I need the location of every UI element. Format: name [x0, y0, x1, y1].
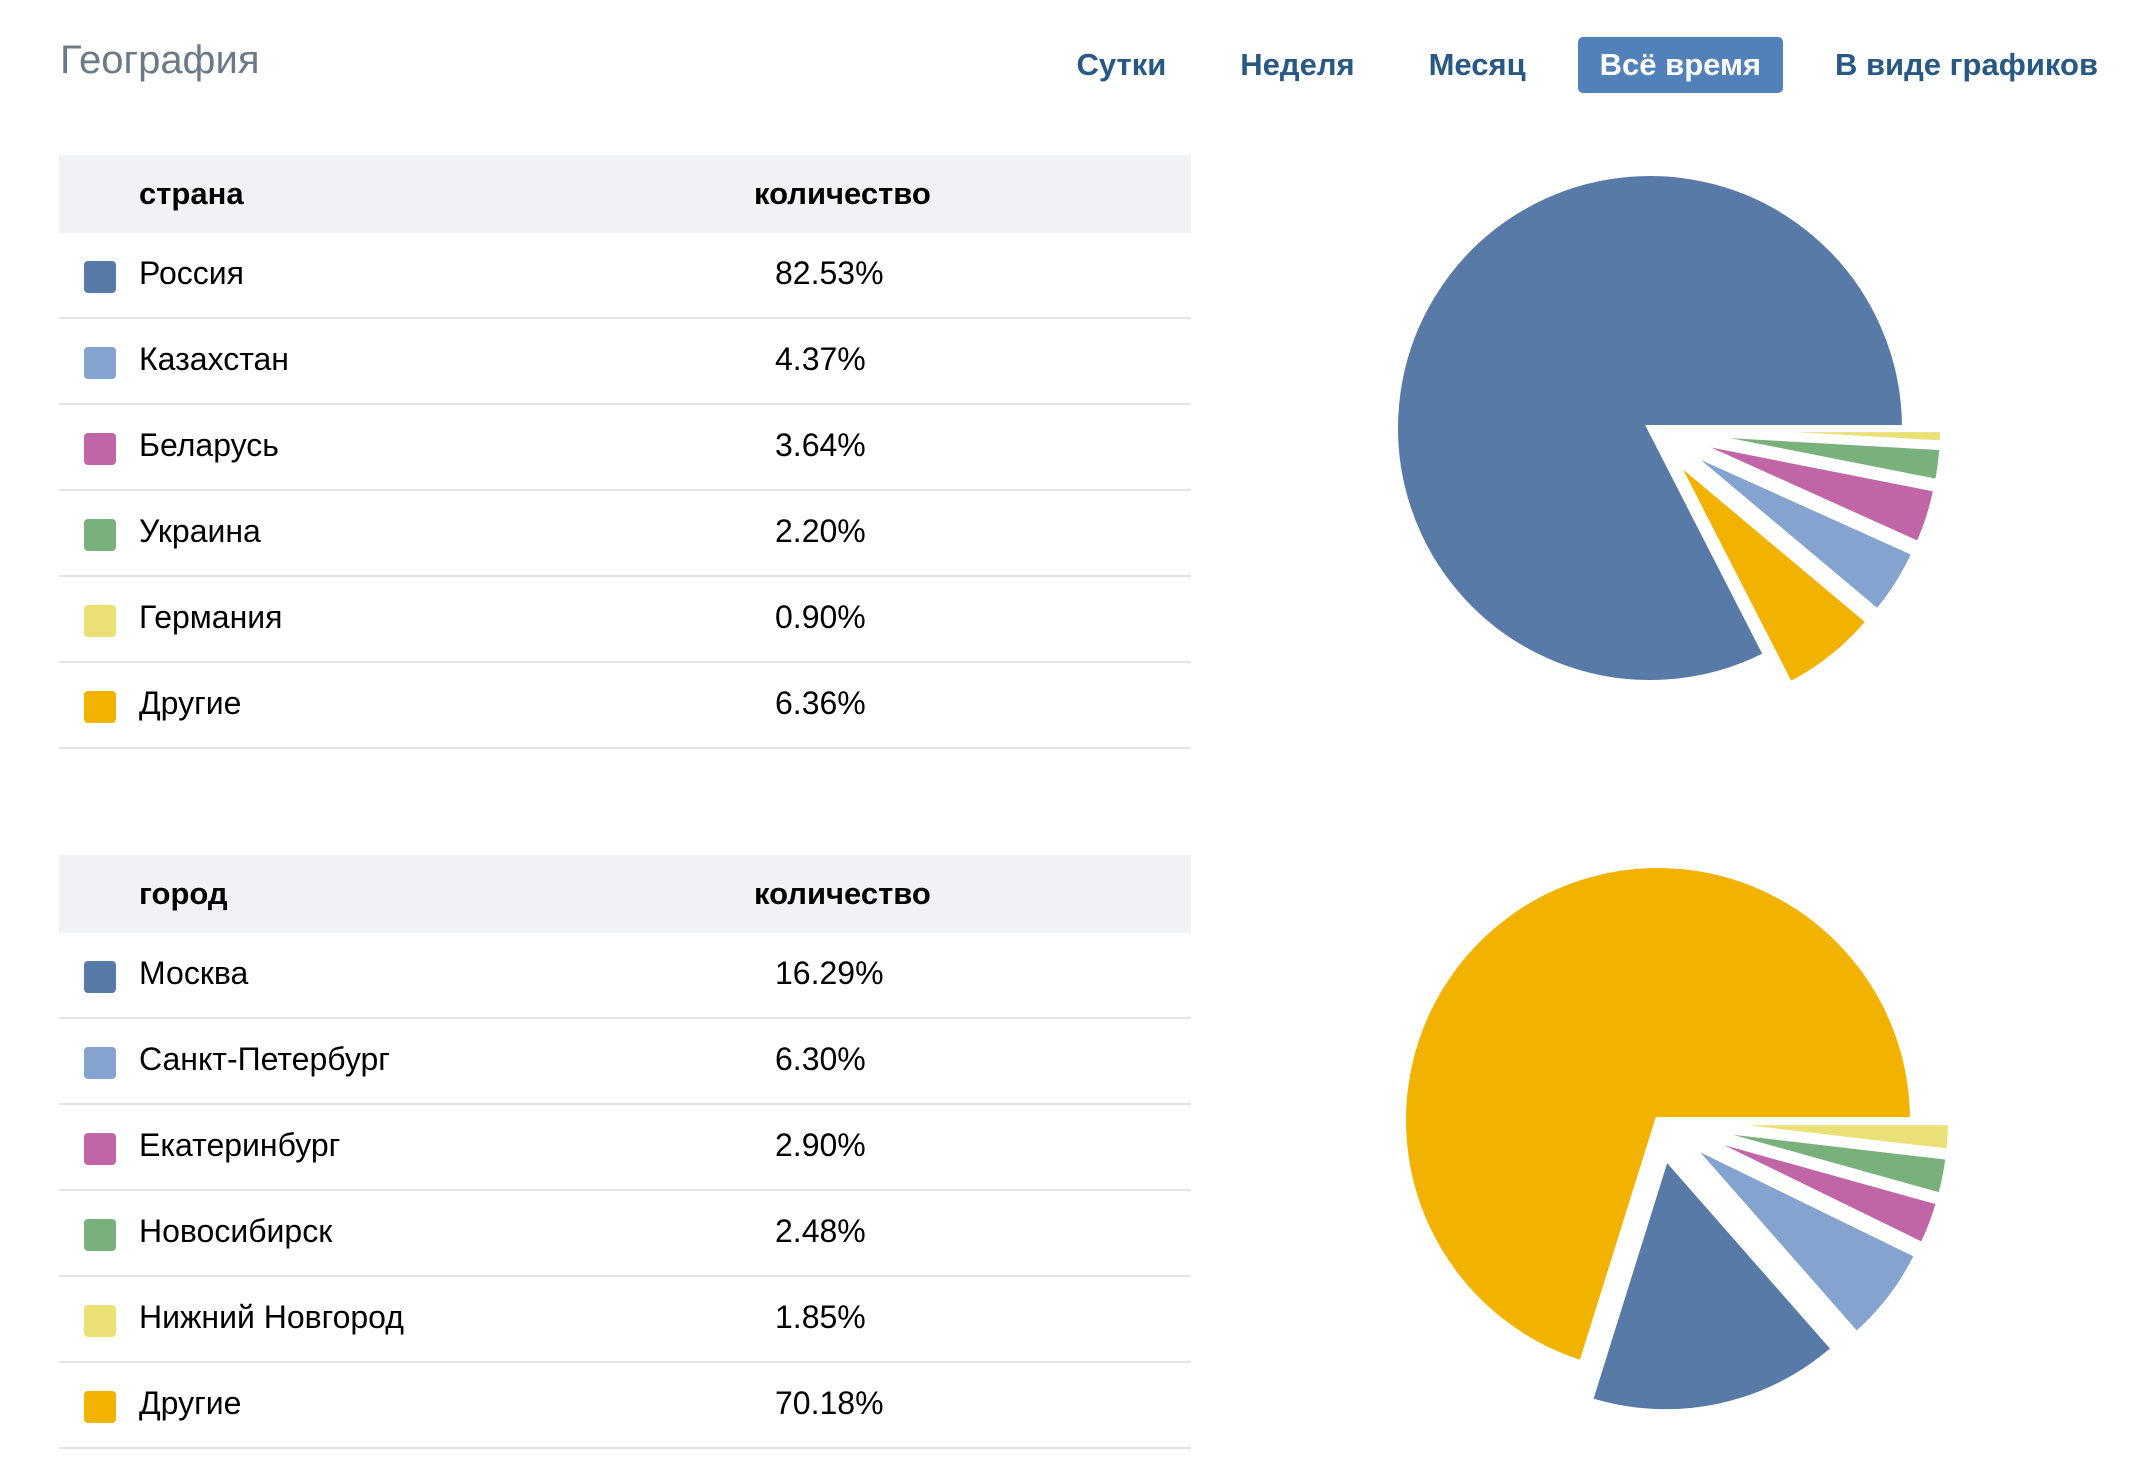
pie-slice[interactable] — [1685, 1140, 1922, 1339]
table-row: Екатеринбург 2.90% — [59, 1105, 1191, 1191]
pie-slice[interactable] — [1400, 862, 1917, 1368]
legend-swatch — [84, 519, 116, 551]
legend-swatch — [84, 1219, 116, 1251]
tab-month[interactable]: Месяц — [1428, 47, 1526, 82]
row-label: Другие — [139, 1385, 242, 1421]
table-header: город количество — [59, 855, 1191, 933]
row-label: Санкт-Петербург — [139, 1041, 390, 1077]
pie-slice[interactable] — [1671, 455, 1874, 689]
pie-slice[interactable] — [1586, 1151, 1839, 1416]
row-value: 2.20% — [775, 513, 866, 549]
table-row: Нижний Новгород 1.85% — [59, 1277, 1191, 1363]
column-header-country: страна — [139, 176, 244, 211]
table-row: Москва 16.29% — [59, 933, 1191, 1019]
row-label: Нижний Новгород — [139, 1299, 404, 1335]
tab-day[interactable]: Сутки — [1076, 47, 1167, 82]
pie-slice[interactable] — [1694, 1124, 1952, 1200]
column-header-city: город — [139, 876, 228, 911]
period-tabs: Сутки Неделя Месяц Всё время В виде граф… — [1025, 37, 2120, 93]
legend-swatch — [84, 1391, 116, 1423]
countries-table: страна количество Россия 82.53% Казахстан 4… — [59, 155, 1191, 749]
row-label: Казахстан — [139, 341, 289, 377]
pie-slice[interactable] — [1680, 445, 1919, 617]
row-label: Германия — [139, 599, 283, 635]
row-value: 70.18% — [775, 1385, 884, 1421]
row-label: Новосибирск — [139, 1213, 333, 1249]
table-row: Другие 6.36% — [59, 663, 1191, 749]
row-value: 82.53% — [775, 255, 884, 291]
pie-slice[interactable] — [1392, 170, 1909, 686]
row-label: Другие — [139, 685, 242, 721]
pie-slice[interactable] — [1695, 1119, 1954, 1156]
page-title: География — [60, 38, 260, 82]
row-value: 0.90% — [775, 599, 866, 635]
table-row: Санкт-Петербург 6.30% — [59, 1019, 1191, 1105]
legend-swatch — [84, 261, 116, 293]
table-row: Россия 82.53% — [59, 233, 1191, 319]
row-label: Украина — [139, 513, 261, 549]
legend-swatch — [84, 1305, 116, 1337]
legend-swatch — [84, 1133, 116, 1165]
legend-swatch — [84, 1047, 116, 1079]
tab-week[interactable]: Неделя — [1240, 47, 1355, 82]
cities-pie-chart — [1400, 862, 1954, 1416]
legend-swatch — [84, 347, 116, 379]
legend-swatch — [84, 433, 116, 465]
countries-pie-chart — [1392, 170, 1946, 689]
pie-slice[interactable] — [1684, 436, 1940, 549]
pie-slice[interactable] — [1687, 429, 1946, 486]
column-header-count: количество — [754, 176, 931, 211]
row-value: 2.90% — [775, 1127, 866, 1163]
table-row: Новосибирск 2.48% — [59, 1191, 1191, 1277]
row-value: 16.29% — [775, 955, 884, 991]
legend-swatch — [84, 961, 116, 993]
tab-all-time[interactable]: Всё время — [1577, 37, 1783, 93]
row-value: 6.30% — [775, 1041, 866, 1077]
legend-swatch — [84, 691, 116, 723]
pie-slice[interactable] — [1687, 426, 1946, 447]
row-value: 1.85% — [775, 1299, 866, 1335]
legend-swatch — [84, 605, 116, 637]
table-row: Украина 2.20% — [59, 491, 1191, 577]
row-label: Беларусь — [139, 427, 279, 463]
table-row: Другие 70.18% — [59, 1363, 1191, 1449]
table-row: Германия 0.90% — [59, 577, 1191, 663]
row-value: 6.36% — [775, 685, 866, 721]
cities-table: город количество Москва 16.29% Санкт-Петер… — [59, 855, 1191, 1449]
row-label: Екатеринбург — [139, 1127, 341, 1163]
pie-slice[interactable] — [1692, 1130, 1943, 1250]
table-header: страна количество — [59, 155, 1191, 233]
row-value: 4.37% — [775, 341, 866, 377]
row-value: 2.48% — [775, 1213, 866, 1249]
table-row: Казахстан 4.37% — [59, 319, 1191, 405]
row-label: Москва — [139, 955, 249, 991]
row-value: 3.64% — [775, 427, 866, 463]
row-label: Россия — [139, 255, 244, 291]
table-row: Беларусь 3.64% — [59, 405, 1191, 491]
tab-charts-view[interactable]: В виде графиков — [1834, 47, 2098, 82]
column-header-count: количество — [754, 876, 931, 911]
